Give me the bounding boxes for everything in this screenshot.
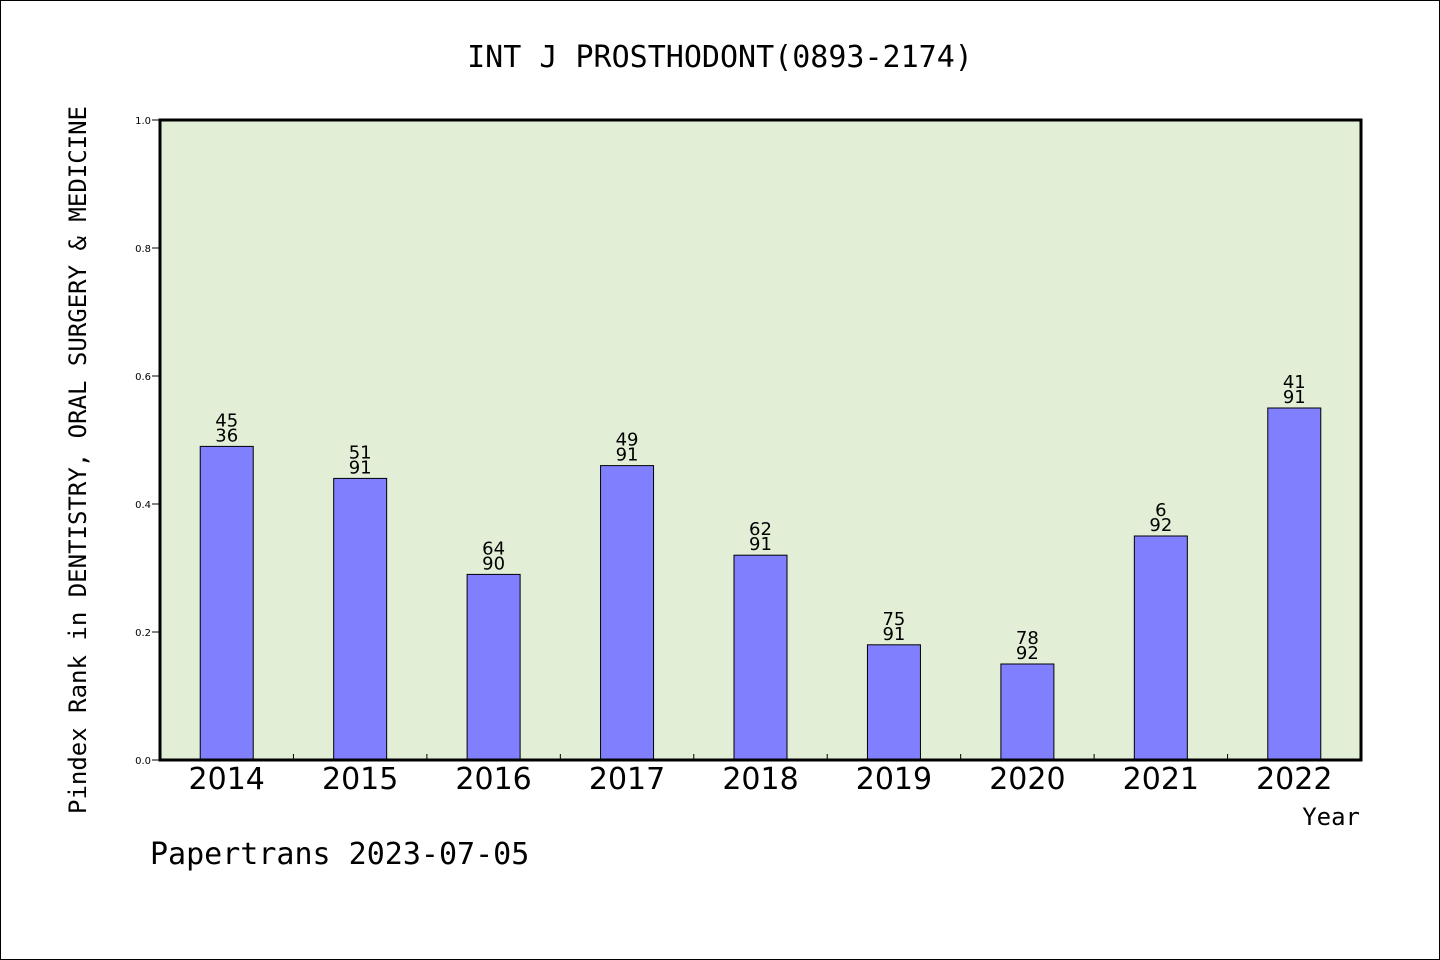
bar-rank-label: 75 bbox=[882, 609, 905, 630]
bar bbox=[466, 573, 521, 761]
bar-total-label: 91 bbox=[349, 457, 372, 478]
bar-total-label: 91 bbox=[1283, 387, 1306, 408]
bar-rank-label: 49 bbox=[616, 430, 639, 451]
x-tick-label: 2019 bbox=[856, 762, 932, 797]
bar bbox=[1000, 663, 1055, 761]
bar-rank-label: 45 bbox=[215, 410, 238, 431]
bar-total-label: 91 bbox=[616, 445, 639, 466]
bar bbox=[600, 465, 655, 761]
y-tick-label: 0.4 bbox=[135, 500, 151, 511]
bar bbox=[1133, 535, 1188, 761]
x-tick-label: 2014 bbox=[189, 762, 265, 797]
bar-rank-label: 64 bbox=[482, 538, 505, 559]
bar-rank-label: 51 bbox=[349, 442, 372, 463]
bar-rank-label: 41 bbox=[1283, 372, 1306, 393]
y-axis-label: Pindex Rank in DENTISTRY, ORAL SURGERY &… bbox=[64, 106, 92, 814]
y-tick-label: 1.0 bbox=[135, 116, 151, 127]
y-tick-label: 0.8 bbox=[135, 244, 151, 255]
x-tick-label: 2020 bbox=[989, 762, 1065, 797]
x-tick-label: 2015 bbox=[322, 762, 398, 797]
bar-total-label: 91 bbox=[749, 534, 772, 555]
footer-credit: Papertrans 2023-07-05 bbox=[150, 837, 529, 872]
plot-border bbox=[158, 118, 1363, 762]
bar bbox=[733, 554, 788, 761]
bar-total-label: 92 bbox=[1149, 515, 1172, 536]
bar-total-label: 91 bbox=[882, 624, 905, 645]
bar bbox=[1267, 407, 1322, 761]
x-tick-label: 2021 bbox=[1123, 762, 1199, 797]
bar-total-label: 36 bbox=[215, 425, 238, 446]
bar-rank-label: 6 bbox=[1155, 500, 1166, 521]
bar bbox=[333, 477, 388, 761]
bar bbox=[199, 445, 254, 761]
bar-total-label: 90 bbox=[482, 553, 505, 574]
x-tick-label: 2017 bbox=[589, 762, 665, 797]
bar bbox=[866, 644, 921, 761]
y-tick-label: 0.6 bbox=[135, 372, 151, 383]
bar-rank-label: 78 bbox=[1016, 628, 1039, 649]
x-tick-label: 2022 bbox=[1256, 762, 1332, 797]
y-axis-ticks: 0.0 0.2 0.4 0.6 0.8 1.0 bbox=[135, 116, 160, 767]
bar-total-label: 92 bbox=[1016, 643, 1039, 664]
y-tick-label: 0.0 bbox=[135, 756, 151, 767]
x-axis-label: Year bbox=[1302, 803, 1360, 831]
bar-rank-label: 62 bbox=[749, 519, 772, 540]
y-tick-label: 0.2 bbox=[135, 628, 151, 639]
x-tick-label: 2018 bbox=[722, 762, 798, 797]
bars-group bbox=[199, 407, 1322, 761]
chart-title: INT J PROSTHODONT(0893-2174) bbox=[467, 40, 973, 75]
x-tick-labels-group: 2014 2015 2016 2017 2018 2019 2020 2021 2022 bbox=[189, 762, 1333, 797]
x-tick-label: 2016 bbox=[455, 762, 531, 797]
